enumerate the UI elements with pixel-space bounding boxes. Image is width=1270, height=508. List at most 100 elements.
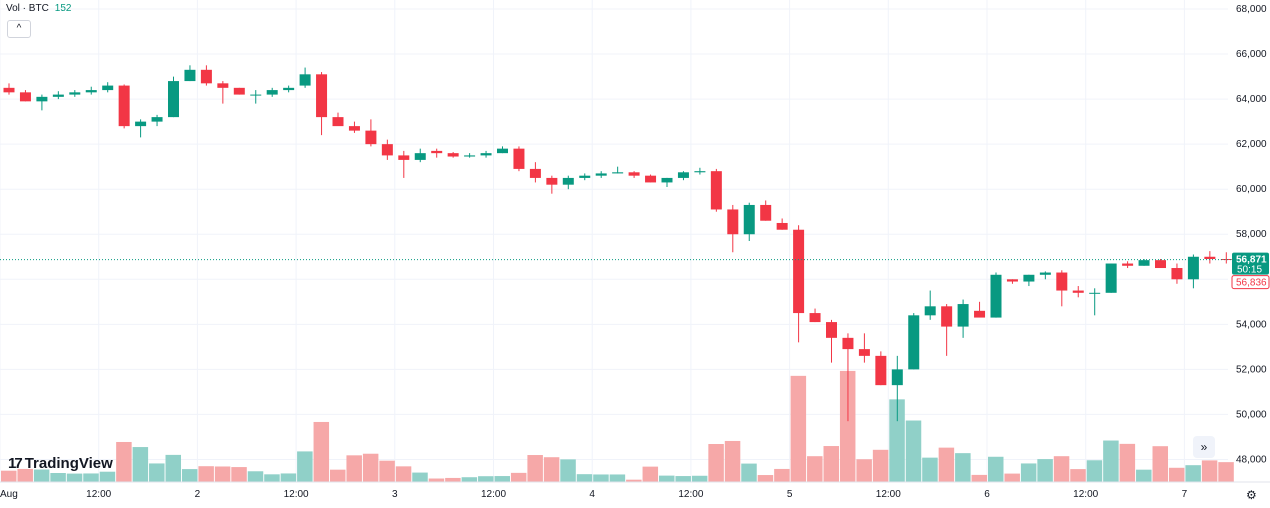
volume-bar [872,449,889,482]
candle-body [480,153,492,156]
candle-body [316,74,328,118]
logo-text: TradingView [24,455,113,472]
candle-body [661,177,673,183]
legend-label: Vol · BTC [6,3,49,14]
scroll-to-realtime-button[interactable]: » [1193,436,1215,458]
collapse-legend-button[interactable]: ^ [7,20,31,38]
volume-bar [247,471,264,482]
x-tick-label: 12:00 [1073,489,1098,500]
legend-value: 152 [54,3,72,14]
volume-bar [346,455,362,482]
candle-body [908,315,920,370]
volume-bar [675,476,691,482]
candle-body [69,92,81,95]
volume-bar [297,451,313,482]
volume-bar [626,479,642,482]
x-tick-label: 3 [392,489,398,500]
price-tag: 56,871 50:15 56,836 [1231,252,1270,290]
volume-bar [1020,463,1037,482]
y-tick-label: 48,000 [1236,454,1267,465]
candle-body [52,94,64,97]
volume-bar [280,473,297,482]
volume-bar [461,477,478,482]
volume-bar [1218,462,1234,482]
volume-bar [955,453,971,482]
x-tick-label: 12:00 [481,489,506,500]
volume-bar [971,474,988,482]
grid [0,0,1228,482]
tradingview-logo-icon: 17 [8,455,23,472]
volume-bar [1185,465,1201,482]
volume-bar [1053,456,1070,482]
candle-body [677,172,689,178]
candle-body [1204,256,1216,260]
candle-body [200,69,212,84]
candle-body [1039,272,1051,275]
candle-body [85,90,97,93]
volume-bar [214,466,231,482]
candle-body [710,171,722,210]
x-axis: Aug 12:00 2 12:00 3 12:00 4 12:00 5 12:00 6 12:00 7 [0,481,1270,500]
candle-body [595,173,607,176]
y-tick-label: 50,000 [1236,409,1267,420]
y-tick-label: 58,000 [1236,229,1267,240]
volume-bar [33,469,50,482]
volume-bar [181,469,198,482]
candle-body [283,87,295,91]
volume-bar [593,474,609,482]
candle-body [266,90,278,95]
volume-bar [790,375,807,482]
y-tick-label: 68,000 [1236,4,1267,15]
x-tick-label: 6 [984,489,990,500]
candle-body [924,306,936,316]
candle-body [1006,279,1018,282]
candle-body [1089,292,1101,294]
candle-body [233,87,245,95]
price-tag-value: 56,871 [1236,255,1267,266]
volume-bar [741,463,757,482]
candle-body [546,177,558,185]
candle-body [151,117,163,122]
volume-bar [1168,467,1185,482]
bid-tag-value: 56,836 [1236,278,1267,289]
candle-body [743,204,755,235]
candle-body [19,92,31,102]
volume-bar [1136,469,1152,482]
candle-body [36,96,48,102]
volume-bar [1119,443,1136,482]
volume-bar [609,474,626,482]
volume-bar [856,459,872,482]
candle-body [217,83,229,88]
volume-bar [922,457,938,482]
volume-bar [1,470,17,482]
candle-body [365,130,377,145]
candle-body [447,153,459,157]
volume-bar [494,476,510,482]
x-tick-label: 12:00 [86,489,111,500]
candle-body [299,74,311,86]
candle-body [957,304,969,327]
volume-bar [149,463,165,482]
candle-body [1187,256,1199,280]
volume-bar [839,370,856,482]
volume-bar [1070,469,1086,482]
volume-bar [412,472,428,482]
tradingview-logo[interactable]: 17 TradingView [8,455,113,472]
volume-bars [1,370,1234,482]
x-tick-label: 12:00 [284,489,309,500]
candle-body [562,177,574,185]
volume-bar [510,472,527,482]
x-tick-label: 7 [1182,489,1188,500]
candle-body [891,369,903,386]
volume-bar [330,469,346,482]
candle-body [1220,259,1232,261]
settings-gear-icon[interactable]: ⚙ [1246,488,1257,502]
candle-body [3,87,15,93]
volume-bar [132,447,149,482]
volume-bar [165,454,181,482]
candle-body [135,121,147,127]
volume-bar [17,468,33,482]
volume-bar [1086,460,1103,482]
candle-body [809,313,821,323]
